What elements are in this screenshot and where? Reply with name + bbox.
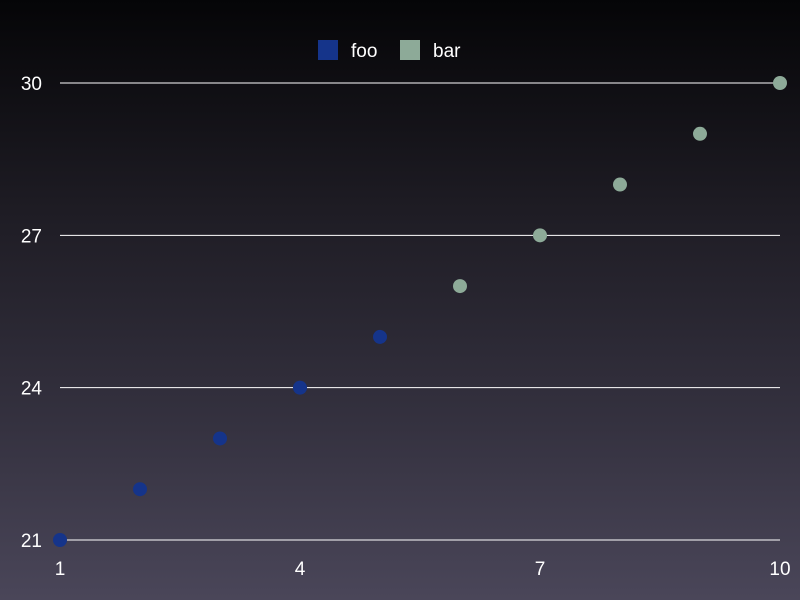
point-foo-1[interactable] <box>133 482 147 497</box>
point-bar-0[interactable] <box>453 279 467 294</box>
y-tick-label: 27 <box>21 226 42 247</box>
grid-layer <box>60 82 780 541</box>
legend-label-foo: foo <box>351 41 377 62</box>
y-axis-ticks: 21 24 27 30 <box>21 74 43 552</box>
legend[interactable]: foo bar <box>318 40 461 62</box>
x-tick-label: 1 <box>55 559 66 580</box>
point-foo-4[interactable] <box>373 329 387 344</box>
y-tick-label: 21 <box>21 531 42 552</box>
point-foo-2[interactable] <box>213 431 227 446</box>
x-tick-label: 4 <box>295 559 306 580</box>
legend-item-foo[interactable]: foo <box>318 40 377 62</box>
x-tick-label: 7 <box>535 559 546 580</box>
point-bar-3[interactable] <box>693 126 707 141</box>
data-points <box>53 76 787 547</box>
point-bar-2[interactable] <box>613 177 627 192</box>
y-tick-label: 24 <box>21 379 43 400</box>
legend-item-bar[interactable]: bar <box>400 40 461 62</box>
point-foo-0[interactable] <box>53 533 67 547</box>
point-bar-4[interactable] <box>773 76 787 90</box>
point-bar-1[interactable] <box>533 228 547 243</box>
point-foo-3[interactable] <box>293 380 307 395</box>
y-tick-label: 30 <box>21 74 42 95</box>
x-axis-ticks: 1 4 7 10 <box>55 559 791 580</box>
legend-swatch-bar <box>400 40 420 60</box>
x-tick-label: 10 <box>769 559 790 580</box>
legend-label-bar: bar <box>433 41 461 62</box>
legend-swatch-foo <box>318 40 338 60</box>
